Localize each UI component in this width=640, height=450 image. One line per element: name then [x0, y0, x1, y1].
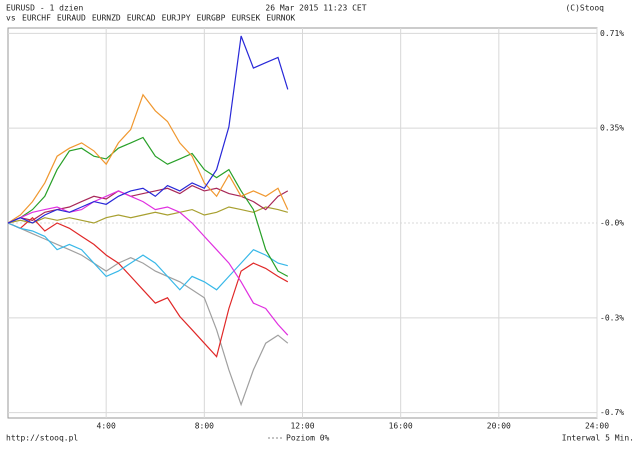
zero-level-label: Poziom 0%: [286, 434, 330, 443]
legend-entry: EURJPY: [162, 14, 191, 23]
x-tick-label: 20:00: [487, 422, 511, 431]
url: http://stooq.pl: [6, 434, 78, 443]
y-tick-label: 0.35%: [600, 124, 624, 133]
interval: Interwal 5 Min.: [562, 434, 634, 443]
legend-entry: EURNOK: [266, 14, 295, 23]
series-line: [7, 206, 288, 224]
period: - 1 dzien: [40, 4, 84, 13]
legend-prefix: vs: [6, 14, 16, 23]
x-tick-label: 16:00: [389, 422, 413, 431]
series-line: [7, 93, 289, 224]
legend-entry: EURAUD: [57, 14, 86, 23]
legend-entry: EURCAD: [127, 14, 156, 23]
series-line: [7, 222, 289, 407]
series-line: [7, 216, 289, 358]
y-tick-label: -0.0%: [600, 219, 624, 228]
y-tick-label: 0.71%: [600, 29, 624, 38]
legend-entry: EURCHF: [22, 14, 51, 23]
legend-entry: EURSEK: [231, 14, 260, 23]
x-tick-label: 24:00: [585, 422, 609, 431]
base-symbol: EURUSD: [6, 4, 35, 13]
series-line: [7, 136, 289, 277]
legend-entry: EURGBP: [197, 14, 226, 23]
x-tick-label: 12:00: [290, 422, 314, 431]
series-line: [7, 35, 289, 224]
x-tick-label: 8:00: [195, 422, 214, 431]
legend-entry: EURNZD: [92, 14, 121, 23]
x-tick-label: 4:00: [97, 422, 116, 431]
y-tick-label: -0.3%: [600, 313, 624, 322]
timestamp: 26 Mar 2015 11:23 CET: [265, 4, 366, 13]
source: (C)Stooq: [565, 4, 604, 13]
series-line: [7, 222, 288, 291]
y-tick-label: -0.7%: [600, 408, 624, 417]
series-line: [7, 190, 289, 336]
